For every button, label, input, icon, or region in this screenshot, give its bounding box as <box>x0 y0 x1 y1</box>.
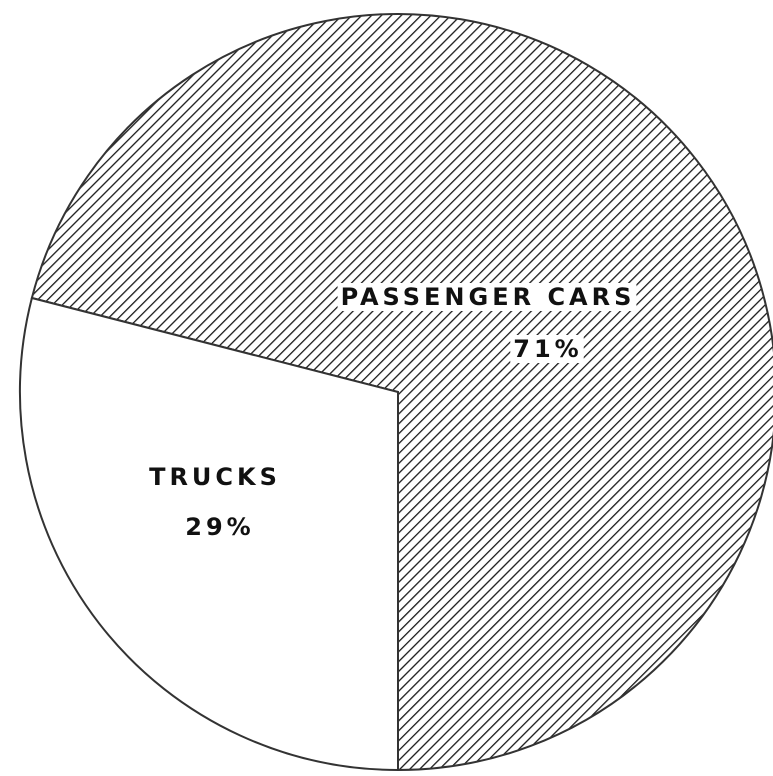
value-label: 71% <box>513 335 582 363</box>
value-label: 29% <box>185 513 254 541</box>
category-label: PASSENGER CARS <box>341 283 636 311</box>
pie-slice <box>30 13 773 772</box>
label-background <box>337 283 637 311</box>
label-background <box>510 335 584 363</box>
category-label: TRUCKS <box>149 463 281 491</box>
labels: PASSENGER CARS 71% TRUCKS 29% <box>149 283 637 541</box>
pie <box>19 13 773 772</box>
pie-slice <box>19 296 399 772</box>
